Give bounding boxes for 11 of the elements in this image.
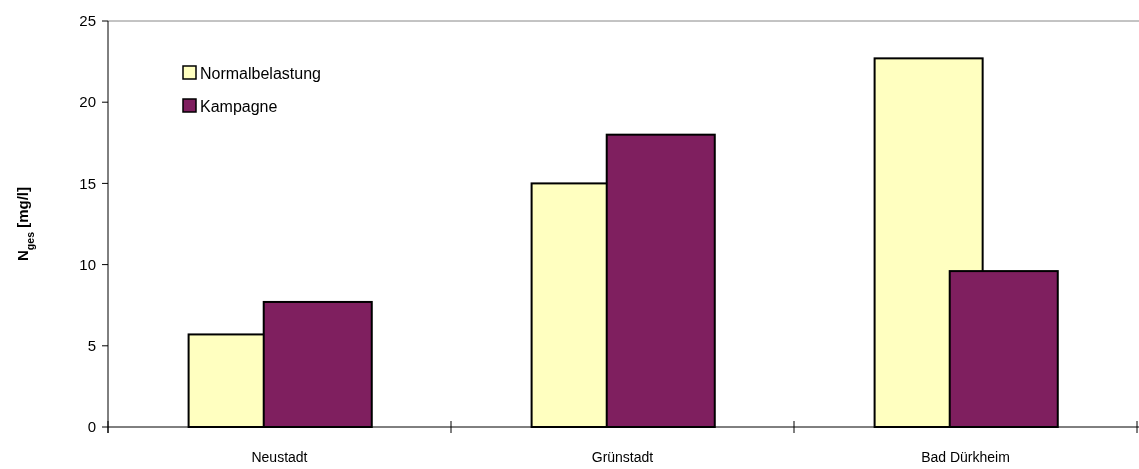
x-tick-label: Neustadt xyxy=(251,449,308,465)
y-tick-label: 10 xyxy=(79,255,96,273)
y-tick-label: 0 xyxy=(87,418,96,436)
y-tick-label: 5 xyxy=(87,337,96,355)
y-tick-label: 25 xyxy=(79,12,96,30)
legend-label: Normalbelastung xyxy=(200,64,321,82)
y-tick-label: 15 xyxy=(79,174,96,192)
x-tick-label: Grünstadt xyxy=(591,449,654,465)
y-tick-label: 20 xyxy=(79,93,96,111)
legend-label: Kampagne xyxy=(200,97,278,115)
x-tick-label: Bad Dürkheim xyxy=(921,449,1010,465)
